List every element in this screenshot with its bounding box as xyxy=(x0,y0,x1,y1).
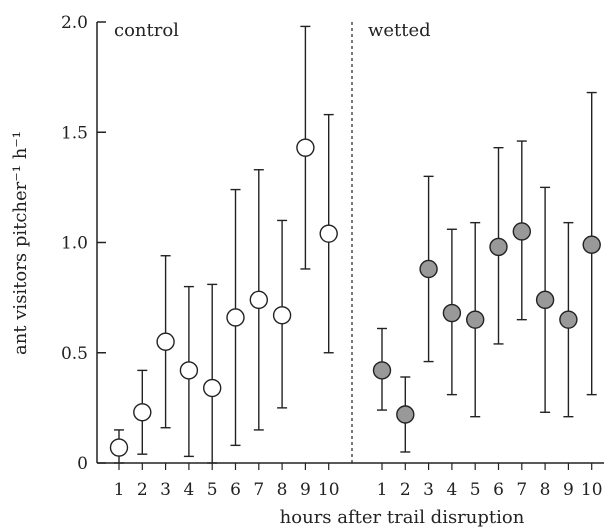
y-axis: 0 0.5 1.0 1.5 2.0 xyxy=(61,13,106,474)
y-tick-label: 0.5 xyxy=(61,344,88,364)
x-tick-label: 3 xyxy=(160,480,171,500)
data-point-wetted xyxy=(535,290,555,310)
data-point-wetted xyxy=(489,237,508,257)
panel-label-control: control xyxy=(114,20,179,41)
x-tick-label: 9 xyxy=(300,480,311,500)
x-tick-label: 8 xyxy=(277,480,288,500)
y-tick-label: 1.5 xyxy=(61,123,88,143)
x-axis: 1 2 3 4 5 6 7 8 9 10 1 2 3 4 5 6 7 8 9 10 xyxy=(114,463,603,500)
data-point-wetted xyxy=(466,310,485,329)
y-axis-label: ant visitors pitcher⁻¹ h⁻¹ xyxy=(10,131,31,355)
data-point-control xyxy=(296,138,315,157)
data-point-wetted xyxy=(442,303,462,323)
x-tick-label: 2 xyxy=(400,480,411,500)
data-point-control xyxy=(156,332,175,351)
x-tick-label: 3 xyxy=(423,480,434,500)
data-point-control xyxy=(133,403,152,422)
x-tick-label: 10 xyxy=(581,480,603,500)
x-tick-label: 10 xyxy=(318,480,340,500)
data-point-control xyxy=(249,290,268,310)
plot-area xyxy=(109,25,601,464)
data-point-wetted xyxy=(396,405,415,424)
data-point-control xyxy=(272,306,292,325)
data-point-wetted xyxy=(419,259,438,279)
data-point-control xyxy=(109,438,129,457)
y-tick-label: 0 xyxy=(77,454,88,474)
data-point-wetted xyxy=(559,310,578,329)
x-tick-label: 6 xyxy=(230,480,241,500)
x-tick-label: 8 xyxy=(540,480,551,500)
data-point-control xyxy=(226,308,245,327)
y-tick-label: 2.0 xyxy=(61,13,88,33)
x-tick-label: 6 xyxy=(493,480,504,500)
x-axis-label: hours after trail disruption xyxy=(280,507,525,528)
x-tick-label: 5 xyxy=(470,480,481,500)
data-point-wetted xyxy=(582,235,601,254)
data-point-control xyxy=(179,361,199,380)
x-tick-label: 7 xyxy=(516,480,527,500)
data-point-wetted xyxy=(512,222,531,241)
x-tick-label: 4 xyxy=(183,480,194,500)
panel-label-wetted: wetted xyxy=(368,20,431,41)
data-point-wetted xyxy=(372,361,392,380)
x-tick-label: 5 xyxy=(207,480,218,500)
data-point-control xyxy=(319,224,338,243)
x-tick-label: 4 xyxy=(446,480,457,500)
x-tick-label: 7 xyxy=(253,480,264,500)
x-tick-label: 1 xyxy=(114,480,125,500)
x-tick-label: 1 xyxy=(377,480,388,500)
data-point-control xyxy=(202,378,222,398)
y-tick-label: 1.0 xyxy=(61,234,88,254)
error-bar-control xyxy=(207,283,218,464)
x-tick-label: 9 xyxy=(563,480,574,500)
x-tick-label: 2 xyxy=(137,480,148,500)
